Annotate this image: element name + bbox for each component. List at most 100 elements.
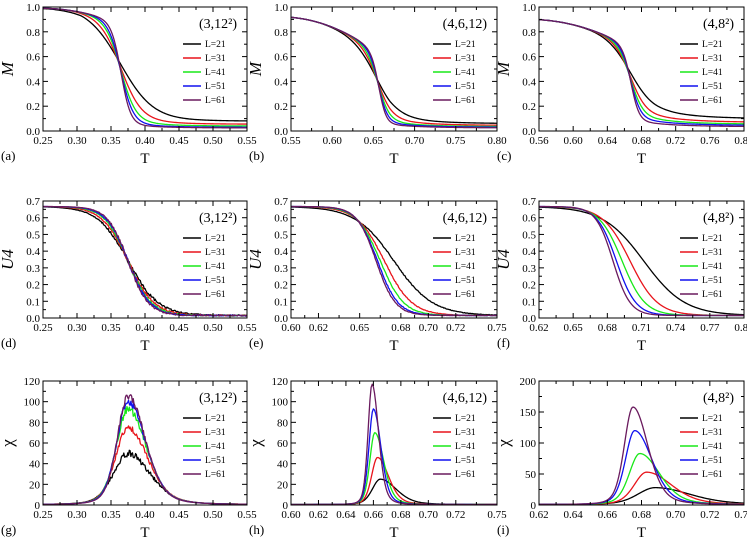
x-axis-label: T [389,151,398,167]
x-tick-label: 0.74 [666,322,686,334]
legend-entry: L=61 [205,96,226,106]
x-tick-label: 0.74 [734,509,747,521]
y-tick-label: 120 [24,376,41,388]
panel-label: (i) [497,522,509,537]
x-tick-label: 0.72 [446,509,465,521]
y-tick-label: 0.1 [522,296,536,308]
y-tick-label: 0.5 [274,229,288,241]
legend-entry: L=21 [205,414,226,424]
y-tick-label: 120 [272,376,289,388]
y-tick-label: 0 [35,500,41,512]
legend-entry: L=21 [455,234,476,244]
y-tick-label: 0.3 [26,263,40,275]
x-tick-label: 0.64 [336,509,356,521]
legend-entry: L=61 [702,290,723,300]
y-axis-label: χ [494,439,513,448]
legend-entry: L=41 [205,68,226,78]
y-tick-label: 0 [283,500,289,512]
legend-entry: L=31 [205,54,226,64]
x-tick-label: 0.70 [419,509,439,521]
lattice-annotation: (3,12²) [199,391,237,406]
panel-label: (d) [1,335,16,350]
legend-entry: L=61 [702,96,723,106]
y-tick-label: 0.4 [274,246,288,258]
y-tick-label: 0.4 [26,246,40,258]
chart-panel: 0.62 0.64 0.66 0.68 0.70 0.72 0.74 0 50 100 150 200… [494,376,747,541]
y-tick-label: 1.0 [26,2,40,14]
y-tick-label: 150 [520,407,537,419]
x-tick-label: 0.62 [529,322,548,334]
x-tick-label: 0.64 [564,509,584,521]
x-tick-label: 0.60 [323,135,343,147]
x-axis-label: T [637,151,646,167]
chart-panel: 0.25 0.30 0.35 0.40 0.45 0.50 0.55 0 20 40 60 80 100… [0,376,257,541]
series-line [539,206,744,316]
chart-panel: 0.55 0.60 0.65 0.70 0.75 0.80 0.0 0.2 0.4 0.6 0.8 1… [246,2,507,167]
legend-entry: L=61 [455,290,476,300]
y-tick-label: 0.2 [274,280,288,292]
y-tick-label: 60 [277,438,289,450]
x-tick-label: 0.25 [33,509,53,521]
lattice-annotation: (4,6,12) [443,211,488,226]
x-tick-label: 0.70 [419,322,439,334]
y-tick-label: 0.0 [274,313,288,325]
y-tick-label: 100 [520,438,537,450]
y-tick-label: 0.2 [274,101,288,113]
x-tick-label: 0.40 [135,135,155,147]
y-tick-label: 0.6 [26,52,40,64]
x-axis-label: T [140,338,149,354]
lattice-annotation: (4,6,12) [443,391,488,406]
y-tick-label: 0.7 [26,196,40,208]
lattice-annotation: (3,12²) [199,211,237,226]
legend-entry: L=31 [205,248,226,258]
x-tick-label: 0.75 [446,135,466,147]
x-tick-label: 0.45 [169,135,189,147]
y-tick-label: 0.2 [26,101,40,113]
legend-entry: L=41 [455,262,476,272]
x-tick-label: 0.65 [364,135,384,147]
y-axis-label: U4 [494,249,513,270]
y-axis-label: M [494,61,513,77]
x-tick-label: 0.45 [169,509,189,521]
x-tick-label: 0.72 [700,509,719,521]
y-axis-label: U4 [0,249,17,270]
legend-entry: L=31 [702,428,723,438]
legend-entry: L=21 [702,40,723,50]
panel-label: (b) [249,148,264,163]
series-line [291,383,497,505]
y-tick-label: 0.8 [522,27,536,39]
x-tick-label: 0.50 [203,509,223,521]
chart-panel: 0.56 0.60 0.64 0.68 0.72 0.76 0.80 0.0 0.2 0.4 0.6… [494,2,747,167]
legend-entry: L=21 [455,40,476,50]
legend-entry: L=31 [702,248,723,258]
chart-panel: 0.25 0.30 0.35 0.40 0.45 0.50 0.55 0.0 0.1 0.2 0.3… [0,196,257,354]
x-tick-label: 0.66 [598,509,618,521]
legend-entry: L=41 [702,68,723,78]
x-tick-label: 0.68 [598,322,618,334]
x-tick-label: 0.65 [564,322,584,334]
y-tick-label: 0.4 [522,76,536,88]
y-tick-label: 200 [520,376,537,388]
y-tick-label: 50 [525,469,537,481]
legend-entry: L=41 [205,262,226,272]
x-tick-label: 0.55 [237,322,257,334]
chart-panel: 0.60 0.62 0.64 0.66 0.68 0.70 0.72 0.75 0 20 40 60 8… [246,376,507,541]
lattice-annotation: (3,12²) [199,17,237,32]
panel-label: (h) [249,522,264,537]
x-tick-label: 0.62 [529,509,548,521]
y-axis-label: χ [0,439,17,448]
y-tick-label: 0.4 [26,76,40,88]
x-tick-label: 0.64 [598,135,618,147]
legend-entry: L=21 [702,234,723,244]
y-tick-label: 0 [531,500,537,512]
x-tick-label: 0.60 [281,322,301,334]
series-group [291,16,497,129]
x-tick-label: 0.50 [203,322,223,334]
legend-entry: L=51 [702,82,723,92]
legend-entry: L=51 [205,82,226,92]
y-tick-label: 1.0 [274,2,288,14]
y-tick-label: 0.6 [274,52,288,64]
legend-entry: L=31 [205,428,226,438]
series-line [291,205,497,317]
y-tick-label: 0.0 [522,313,536,325]
